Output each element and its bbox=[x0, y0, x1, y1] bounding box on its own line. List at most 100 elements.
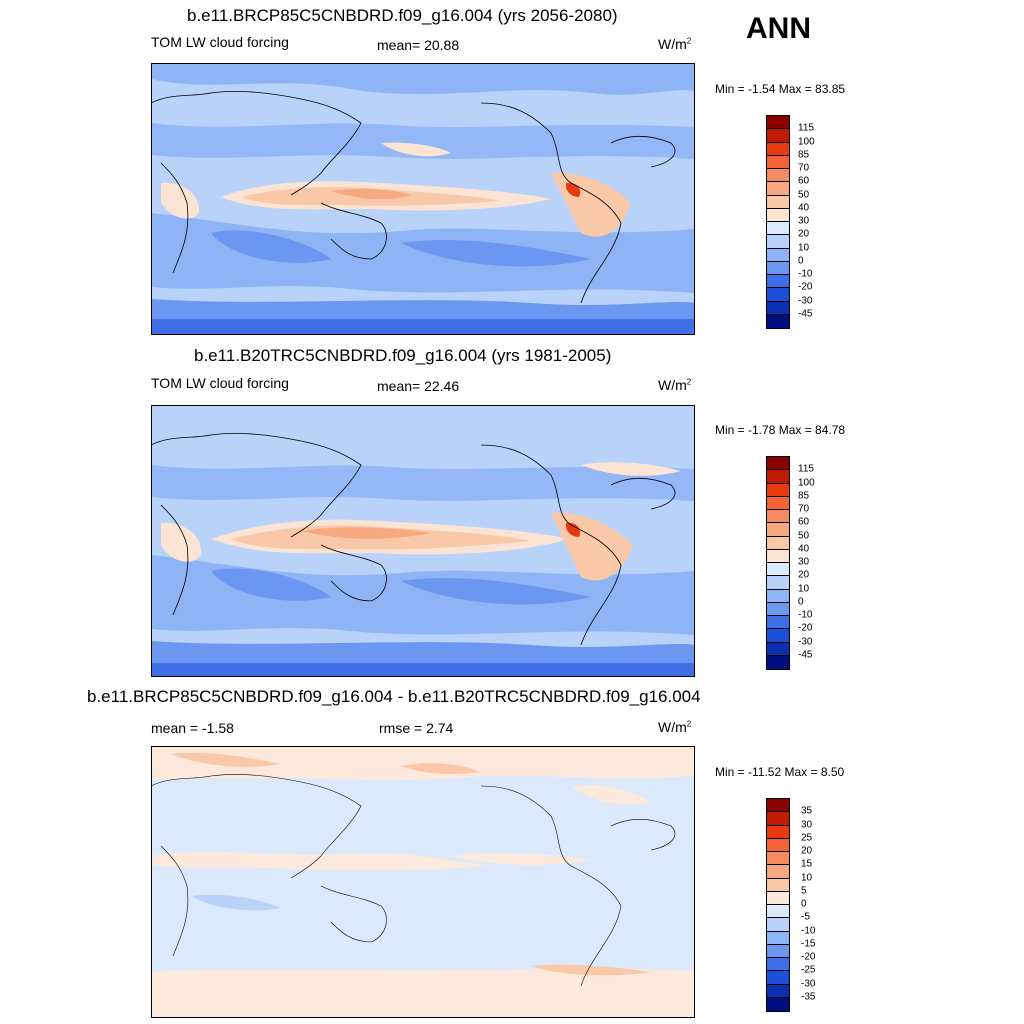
colorbar-level-label: -5 bbox=[801, 911, 810, 923]
colorbar-level-label: 30 bbox=[798, 215, 810, 227]
colorbar-level-label: -30 bbox=[798, 636, 813, 647]
colorbar-level-label: 30 bbox=[801, 819, 813, 830]
contour-antarctic bbox=[151, 319, 695, 335]
colorbar-swatch bbox=[767, 576, 789, 590]
colorbar-level-label: 60 bbox=[798, 516, 810, 528]
colorbar-swatch bbox=[767, 222, 789, 236]
map-frame bbox=[151, 63, 695, 335]
colorbar-swatch bbox=[767, 589, 789, 603]
colorbar-swatch bbox=[767, 116, 789, 130]
contour-arctic-pos bbox=[151, 746, 695, 780]
panel-3-mean: mean = -1.58 bbox=[151, 720, 234, 736]
contour-itcz-60 bbox=[331, 188, 411, 200]
colorbar-level-label: 25 bbox=[801, 832, 813, 844]
colorbar-level-label: 40 bbox=[798, 202, 810, 214]
colorbar-swatch bbox=[767, 878, 789, 892]
colorbar-swatch bbox=[767, 549, 789, 563]
colorbar-swatch bbox=[767, 865, 789, 879]
colorbar-level-label: -15 bbox=[801, 938, 816, 950]
contour-pacific-low bbox=[401, 578, 591, 605]
contour-africa bbox=[161, 522, 202, 562]
colorbar-level-label: 20 bbox=[798, 569, 810, 581]
colorbar-level-label: 0 bbox=[798, 596, 804, 608]
panel-1-title: b.e11.BRCP85C5CNBDRD.f09_g16.004 (yrs 20… bbox=[187, 6, 618, 25]
colorbar-level-label: -20 bbox=[801, 951, 816, 963]
colorbar-level-label: 70 bbox=[798, 162, 810, 174]
panel-3-units: W/m2 bbox=[658, 719, 692, 735]
colorbar-swatch bbox=[767, 616, 789, 630]
colorbar-level-label: 60 bbox=[798, 175, 810, 187]
contour-natlantic bbox=[581, 462, 681, 476]
colorbar-level-label: -10 bbox=[798, 609, 813, 621]
panel-3-minmax: Min = -11.52 Max = 8.50 bbox=[715, 765, 845, 779]
colorbar-level-label: 50 bbox=[798, 530, 810, 541]
colorbar-swatch bbox=[767, 314, 789, 328]
colorbar-swatch bbox=[767, 891, 789, 905]
coastlines bbox=[151, 774, 676, 987]
colorbar-level-label: 10 bbox=[798, 583, 810, 594]
colorbar-swatch bbox=[767, 155, 789, 169]
colorbar-swatch bbox=[767, 288, 789, 302]
colorbar-swatch bbox=[767, 905, 789, 919]
panel-1-colorbar bbox=[766, 115, 790, 329]
contour-north-band bbox=[151, 63, 695, 95]
contour-antarctic bbox=[151, 663, 695, 677]
panel-1-units: W/m2 bbox=[658, 36, 692, 52]
colorbar-level-label: 50 bbox=[798, 189, 810, 200]
colorbar-level-label: 35 bbox=[801, 805, 813, 817]
panel-2-mean: mean= 22.46 bbox=[377, 378, 460, 394]
colorbar-swatch bbox=[767, 602, 789, 616]
colorbar-level-label: 40 bbox=[798, 543, 810, 555]
panel-2-title: b.e11.B20TRC5CNBDRD.f09_g16.004 (yrs 198… bbox=[194, 346, 612, 365]
colorbar-level-label: -10 bbox=[801, 925, 816, 936]
contour-pacific-low bbox=[401, 240, 591, 267]
colorbar-swatch bbox=[767, 958, 789, 972]
colorbar-level-label: 30 bbox=[798, 556, 810, 568]
colorbar-swatch bbox=[767, 510, 789, 524]
colorbar-level-label: 115 bbox=[798, 463, 814, 475]
contour-north-band bbox=[151, 405, 695, 433]
colorbar-level-label: 100 bbox=[798, 136, 815, 147]
colorbar-swatch bbox=[767, 235, 789, 249]
colorbar-swatch bbox=[767, 483, 789, 497]
contour-tropic-pos bbox=[151, 851, 491, 871]
panel-2-minmax: Min = -1.78 Max = 84.78 bbox=[715, 423, 846, 437]
colorbar-level-label: 0 bbox=[801, 898, 807, 910]
colorbar-level-label: 10 bbox=[798, 242, 810, 253]
colorbar-level-label: 10 bbox=[801, 872, 813, 883]
colorbar-swatch bbox=[767, 984, 789, 998]
colorbar-swatch bbox=[767, 301, 789, 315]
contour-subtropic-s bbox=[151, 213, 695, 293]
colorbar-swatch bbox=[767, 812, 789, 826]
colorbar-level-label: -20 bbox=[798, 281, 813, 293]
contour-southern-pos5 bbox=[531, 964, 651, 976]
colorbar-swatch bbox=[767, 457, 789, 471]
colorbar-level-label: 0 bbox=[798, 255, 804, 267]
contour-subtropic-s bbox=[151, 555, 695, 635]
contour-indian-neg bbox=[191, 894, 281, 911]
colorbar-swatch bbox=[767, 470, 789, 484]
panel-2-map bbox=[151, 405, 695, 677]
coastlines bbox=[151, 432, 676, 646]
panel-2-units: W/m2 bbox=[658, 377, 692, 393]
colorbar-swatch bbox=[767, 248, 789, 262]
colorbar-level-label: 100 bbox=[798, 477, 815, 488]
panel-2-field-label: TOM LW cloud forcing bbox=[151, 375, 289, 391]
colorbar-swatch bbox=[767, 563, 789, 577]
colorbar-level-label: 15 bbox=[801, 858, 813, 870]
panel-3-map bbox=[151, 746, 695, 1018]
colorbar-swatch bbox=[767, 655, 789, 669]
coastlines bbox=[151, 90, 676, 304]
colorbar-swatch bbox=[767, 799, 789, 813]
colorbar-swatch bbox=[767, 931, 789, 945]
colorbar-level-label: -10 bbox=[798, 268, 813, 280]
colorbar-level-label: 70 bbox=[798, 503, 810, 515]
contour-africa bbox=[161, 182, 200, 219]
contour-indian-low bbox=[211, 230, 331, 263]
colorbar-swatch bbox=[767, 169, 789, 183]
colorbar-level-label: -20 bbox=[798, 622, 813, 634]
colorbar-swatch bbox=[767, 275, 789, 289]
colorbar-level-label: -25 bbox=[801, 964, 816, 976]
colorbar-level-label: -45 bbox=[798, 649, 813, 661]
colorbar-swatch bbox=[767, 997, 789, 1011]
